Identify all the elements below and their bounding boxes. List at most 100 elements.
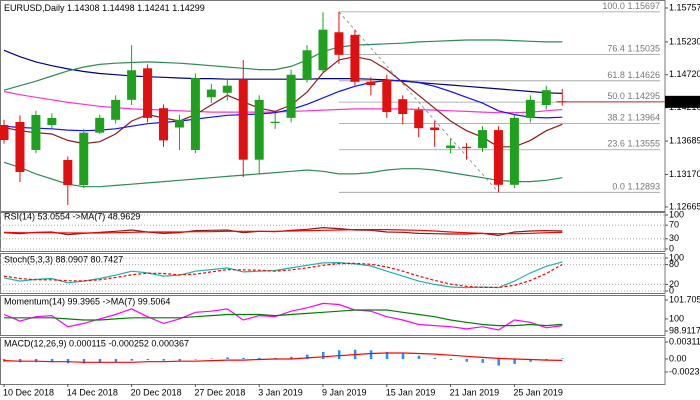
y-tick-label: 101.705 [669, 294, 700, 304]
candle-body [493, 130, 503, 185]
fibo-label: 61.8 1.14626 [607, 70, 660, 80]
fibo-price: 1.12893 [627, 182, 660, 192]
moving-average [3, 49, 563, 94]
fibo-level: 23.6 [607, 139, 625, 149]
y-tick-label: 1.13170 [669, 169, 700, 179]
macd-bar [401, 353, 405, 359]
macd-bar [114, 358, 118, 363]
candle-body [0, 125, 9, 141]
candle-body [159, 108, 168, 141]
macd-bar [337, 350, 341, 359]
macd-bar [194, 358, 197, 360]
fibo-label: 0.0 1.12893 [612, 182, 660, 192]
candle-body [174, 119, 184, 128]
panel-title: Momentum(14) 99.3965 ->MA(7) 99.5064 [4, 296, 170, 306]
moving-average [3, 161, 563, 188]
candle-body [286, 74, 296, 118]
x-tick-label: 9 Jan 2019 [322, 387, 367, 397]
candle-body [222, 85, 232, 93]
candle-body [414, 110, 424, 129]
candle-body [478, 130, 487, 149]
macd-bar [258, 357, 261, 359]
candle-body [143, 68, 153, 118]
x-tick-label: 14 Dec 2018 [67, 387, 118, 397]
candle-body [206, 89, 216, 98]
candle-body [270, 121, 280, 124]
x-tick-label: 25 Jan 2019 [513, 387, 563, 397]
panel-title: RSI(14) 53.0554 ->MA(7) 48.9629 [4, 211, 140, 221]
x-tick-label: 20 Dec 2018 [131, 387, 182, 397]
y-tick-label: 1.12665 [669, 201, 700, 211]
macd-bar [210, 358, 213, 359]
fibo-level: 38.2 [607, 113, 625, 123]
y-tick-label: 1.15757 [669, 2, 700, 12]
y-tick-label: 0.00 [669, 353, 687, 363]
y-tick-label: 0.003118 [669, 336, 700, 346]
y-tick-label: 20 [669, 279, 679, 289]
panel-frame [0, 253, 666, 294]
candle-body [254, 99, 264, 160]
macd-bar [226, 357, 229, 359]
macd-bar [146, 358, 150, 361]
y-tick-label: 98.9117 [669, 325, 700, 335]
candle-body [318, 29, 328, 71]
fibo-trend [338, 11, 499, 193]
macd-bar [529, 358, 532, 362]
ohlc-low: 1.14241 [137, 3, 170, 13]
panel-title: MACD(12,26,9) 0.000115 -0.000252 0.00036… [4, 338, 189, 348]
candle-body [462, 146, 472, 149]
x-tick-label: 10 Dec 2018 [3, 387, 54, 397]
macd-bar [306, 354, 309, 359]
ohlc-open: 1.14308 [67, 3, 100, 13]
macd-bar [322, 351, 325, 359]
macd-bar [449, 358, 453, 361]
panel-frame [0, 295, 666, 336]
macd-bar [561, 358, 564, 359]
symbol: EURUSD,Daily [4, 3, 65, 13]
candle-body [127, 70, 137, 100]
indicator-line [3, 352, 563, 363]
fibo-price: 1.15035 [627, 44, 660, 54]
fibo-level: 61.8 [607, 70, 625, 80]
moving-average [3, 39, 563, 91]
y-tick-label: 100 [669, 313, 684, 323]
candle-body [366, 81, 376, 86]
x-tick-label: 27 Dec 2018 [194, 387, 245, 397]
candle-body [541, 90, 551, 105]
candle-body [430, 127, 440, 131]
candle-body [382, 79, 392, 113]
symbol-header: EURUSD,Daily 1.14308 1.14498 1.14241 1.1… [4, 3, 205, 13]
candle-body [15, 121, 25, 172]
candle-body [398, 99, 408, 115]
moving-average [3, 90, 563, 114]
fibo-level: 76.4 [607, 44, 625, 54]
fibo-price: 1.13964 [627, 113, 660, 123]
macd-bar [178, 358, 181, 361]
indicator-line [3, 261, 563, 289]
fibo-price: 1.13555 [627, 139, 660, 149]
fibo-label: 76.4 1.15035 [607, 44, 660, 54]
y-tick-label: 1.15230 [669, 36, 700, 46]
candle-body [47, 117, 57, 126]
y-tick-label: 1.13689 [669, 135, 700, 145]
y-tick-label: 0 [669, 285, 674, 295]
macd-bar [290, 356, 293, 359]
macd-bar [98, 358, 102, 363]
candle-body [190, 77, 200, 151]
candle-body [31, 114, 41, 150]
fibo-level: 0.0 [612, 182, 625, 192]
indicator-line [3, 262, 563, 288]
current-price-label: 1.14299 [667, 96, 700, 106]
macd-bar [497, 358, 500, 366]
y-tick-label: 0 [669, 243, 674, 253]
panel-frame [0, 212, 666, 252]
fibo-price: 1.14626 [627, 70, 660, 80]
ohlc-high: 1.14498 [102, 3, 135, 13]
fibo-label: 23.6 1.13555 [607, 139, 660, 149]
candle-body [63, 160, 73, 185]
candle-body [111, 99, 121, 120]
panel-title: Stoch(5,3,3) 88.0907 80.7427 [4, 254, 123, 264]
ohlc-close: 1.14299 [172, 3, 205, 13]
macd-bar [417, 355, 421, 359]
